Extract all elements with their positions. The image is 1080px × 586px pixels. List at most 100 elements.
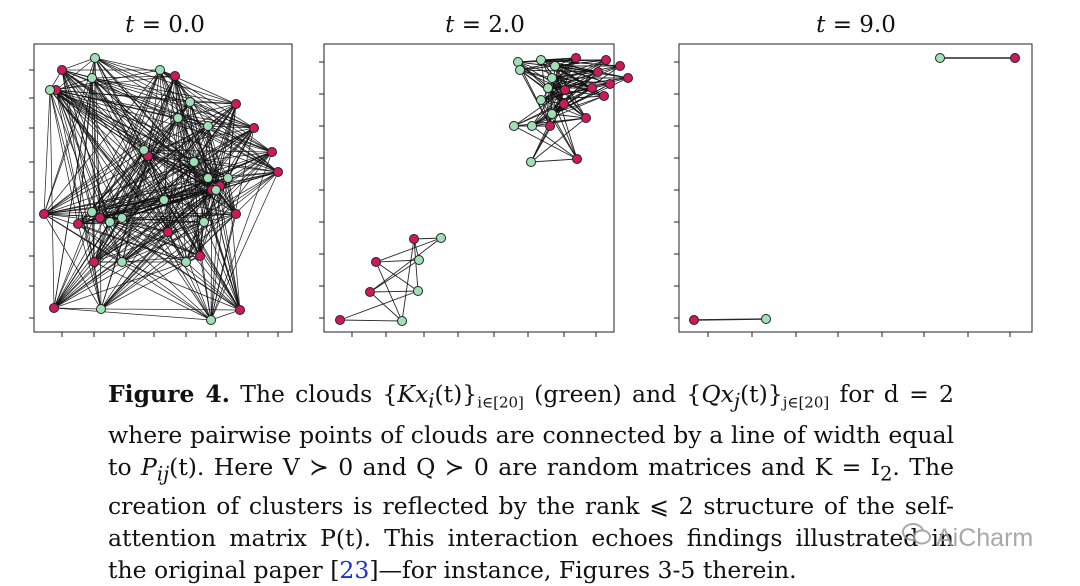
magenta-point <box>587 83 597 93</box>
edge-line <box>100 171 279 310</box>
edge-line <box>91 155 149 213</box>
citation-link[interactable]: 23 <box>339 556 370 585</box>
edge-line <box>61 57 96 71</box>
edge-line <box>94 57 273 153</box>
edge-line <box>531 117 587 127</box>
edge-line <box>109 213 237 223</box>
green-point <box>185 97 195 107</box>
watermark-text: AiCharm <box>936 524 1034 552</box>
edge-line <box>210 171 279 321</box>
magenta-point <box>593 67 603 77</box>
edge-line <box>185 189 213 263</box>
edge-line <box>375 259 420 263</box>
edge-line <box>61 69 123 263</box>
watermark: AiCharm <box>902 522 1033 553</box>
edge-line <box>121 75 176 219</box>
edge-line <box>91 185 221 213</box>
magenta-point <box>689 315 699 325</box>
edge-line <box>375 237 442 263</box>
edge-line <box>91 77 255 129</box>
edge-line <box>91 77 149 157</box>
magenta-point <box>170 71 180 81</box>
green-point <box>181 257 191 267</box>
green-point <box>203 173 213 183</box>
caption-text: . The creation of clusters is reflected … <box>108 452 955 585</box>
magenta-point <box>73 219 83 229</box>
edge-line <box>540 57 577 101</box>
edge-line <box>547 87 578 160</box>
caption-math: ij <box>156 462 170 486</box>
edge-line <box>551 57 577 79</box>
green-point <box>761 314 771 324</box>
edge-line <box>53 307 212 321</box>
magenta-point <box>615 61 625 71</box>
edge-line <box>513 87 593 127</box>
edge-line <box>109 155 149 223</box>
caption-math: } <box>767 380 783 408</box>
edge-line <box>121 151 273 263</box>
edge-line <box>55 69 161 91</box>
edge-line <box>43 213 212 321</box>
edge-line <box>77 77 93 225</box>
edge-line <box>91 75 176 79</box>
edge-line <box>93 261 212 321</box>
edge-line <box>55 89 212 321</box>
caption-math: Qx <box>701 380 734 408</box>
edge-line <box>163 75 176 201</box>
edge-line <box>215 189 241 311</box>
magenta-point <box>335 315 345 325</box>
edge-line <box>547 59 607 89</box>
edge-line <box>375 261 403 322</box>
magenta-point <box>89 257 99 267</box>
edge-line <box>93 261 102 310</box>
edge-line <box>93 117 179 263</box>
edge-line <box>530 117 587 163</box>
edge-line <box>91 75 176 213</box>
green-point <box>436 233 446 243</box>
magenta-point <box>235 305 245 315</box>
edge-line <box>210 213 237 321</box>
edge-line <box>174 75 187 263</box>
edge-line <box>61 69 209 179</box>
edge-line <box>551 77 593 89</box>
edge-line <box>91 151 273 213</box>
green-point <box>105 217 115 227</box>
caption-text: (green) and { <box>523 380 702 408</box>
edge-line <box>100 213 237 310</box>
green-point <box>547 109 557 119</box>
edge-line <box>227 177 237 215</box>
green-point <box>413 286 423 296</box>
magenta-point <box>571 53 581 63</box>
caption-math: j∈[20] <box>782 393 830 412</box>
edge-line <box>77 117 179 225</box>
magenta-point <box>572 154 582 164</box>
magenta-point <box>267 147 277 157</box>
edge-line <box>55 89 111 223</box>
edge-line <box>519 59 607 71</box>
t-symbol: t <box>125 12 135 38</box>
edge-line <box>163 127 255 201</box>
green-point <box>155 65 165 75</box>
edge-line <box>167 231 212 321</box>
green-point <box>117 257 127 267</box>
panel-title-t2: t = 2.0 <box>415 12 555 38</box>
edge-line <box>49 89 95 263</box>
green-point <box>159 195 169 205</box>
edge-line <box>91 127 255 213</box>
edge-line <box>203 151 273 223</box>
edge-line <box>199 177 229 257</box>
green-point <box>206 315 216 325</box>
caption-math: Kx <box>397 380 429 408</box>
edge-line <box>174 75 217 191</box>
edge-line <box>100 127 255 310</box>
edge-line <box>227 151 273 179</box>
edge-line <box>49 89 169 233</box>
edge-line <box>207 125 241 311</box>
green-point <box>397 316 407 326</box>
green-point <box>515 65 525 75</box>
edge-line <box>100 185 221 310</box>
magenta-point <box>39 209 49 219</box>
caption-math: i <box>428 389 435 413</box>
caption-text: for d = 2 where pairwise points of cloud… <box>108 380 954 481</box>
wechat-icon <box>902 522 932 553</box>
